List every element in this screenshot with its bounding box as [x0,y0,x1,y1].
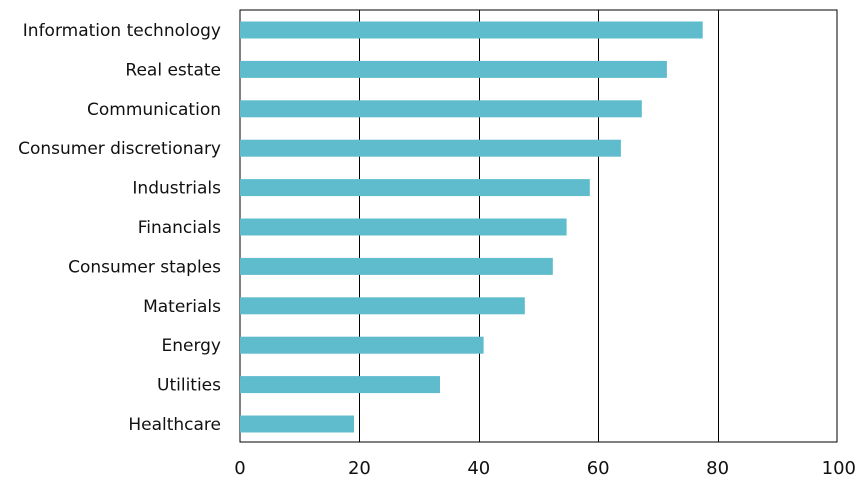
category-label-utilities: Utilities [157,376,221,396]
category-labels: Information technology Real estate Communi… [18,21,221,435]
category-label-financials: Financials [138,218,221,238]
x-tick-label-80: 80 [706,458,729,477]
bar-utilities [240,376,440,394]
bar-consumer-discretionary [240,139,621,157]
x-tick-label-40: 40 [467,458,490,477]
bars [240,21,703,433]
x-tick-label-20: 20 [348,458,371,477]
x-tick-label-100: 100 [822,458,856,477]
category-label-healthcare: Healthcare [128,415,221,435]
category-label-energy: Energy [161,336,221,356]
bar-consumer-staples [240,257,553,275]
x-axis-ticks: 0 20 40 60 80 100 [234,458,856,477]
bar-real-estate [240,60,667,78]
bar-communication [240,100,642,118]
category-label-industrials: Industrials [132,179,221,199]
category-label-real-estate: Real estate [125,60,221,80]
category-label-communication: Communication [87,100,221,120]
bar-energy [240,336,484,354]
bar-industrials [240,179,590,197]
bar-healthcare [240,415,354,433]
bar-financials [240,218,567,236]
category-label-consumer-staples: Consumer staples [68,257,221,277]
bar-information-technology [240,21,703,39]
category-label-information-technology: Information technology [23,21,221,41]
bar-materials [240,297,525,315]
category-label-consumer-discretionary: Consumer discretionary [18,139,221,159]
x-tick-label-60: 60 [587,458,610,477]
category-label-materials: Materials [143,297,221,317]
x-tick-label-0: 0 [234,458,245,477]
